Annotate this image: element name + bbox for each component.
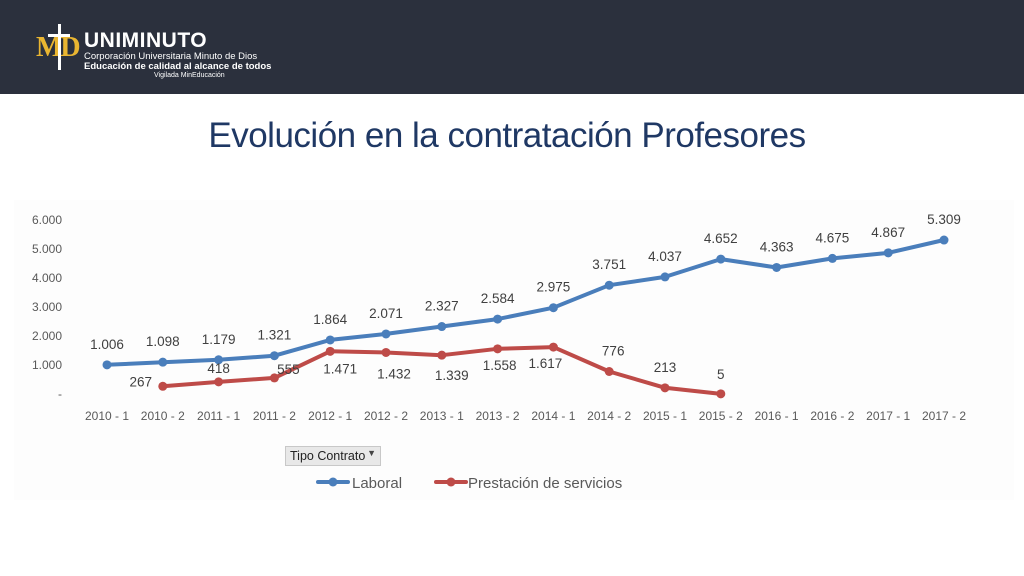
logo-vigilada: Vigilada MinEducación [154,72,225,79]
data-point-prestacion [158,381,168,391]
y-tick-label: 6.000 [32,213,62,227]
data-label-laboral: 4.037 [648,249,682,264]
x-tick-label: 2015 - 2 [699,409,743,423]
data-point-prestacion [716,389,726,399]
y-tick-label: 4.000 [32,271,62,285]
data-point-laboral [939,235,949,245]
data-label-laboral: 1.006 [90,337,124,352]
x-tick-label: 2011 - 1 [197,409,240,423]
data-point-prestacion [604,366,614,376]
data-label-laboral: 5.309 [927,212,961,227]
x-tick-label: 2014 - 2 [587,409,631,423]
uniminuto-logo: MD UNIMINUTO Corporación Universitaria M… [36,24,296,80]
data-label-prestacion: 1.471 [323,361,357,376]
x-tick-label: 2012 - 2 [364,409,408,423]
data-point-laboral [493,314,503,324]
data-point-laboral [269,351,279,361]
data-label-laboral: 2.071 [369,306,403,321]
legend-marker-laboral [328,477,338,487]
data-point-prestacion [548,342,558,352]
dropdown-arrow-icon: ▼ [367,448,376,458]
y-tick-label: 5.000 [32,242,62,256]
y-tick-label: 2.000 [32,329,62,343]
x-tick-label: 2011 - 2 [253,409,296,423]
data-label-laboral: 2.327 [425,299,459,314]
x-tick-label: 2015 - 1 [643,409,687,423]
page-title: Evolución en la contratación Profesores [208,116,806,155]
y-tick-label: - [58,387,62,401]
data-label-laboral: 4.363 [760,239,794,254]
x-tick-label: 2010 - 1 [85,409,129,423]
series-line-laboral [105,238,946,367]
data-label-prestacion: 418 [207,361,230,376]
data-label-laboral: 4.652 [704,231,738,246]
x-tick-label: 2010 - 2 [141,409,185,423]
data-point-prestacion [437,350,447,360]
data-point-laboral [604,280,614,290]
x-tick-label: 2017 - 2 [922,409,966,423]
logo-cross-bar-icon [48,34,70,37]
data-point-laboral [381,329,391,339]
data-point-laboral [437,322,447,332]
data-label-prestacion: 267 [130,374,153,389]
x-tick-label: 2017 - 1 [866,409,910,423]
data-point-laboral [772,262,782,272]
x-tick-label: 2013 - 2 [476,409,520,423]
data-label-laboral: 1.098 [146,334,180,349]
data-point-prestacion [660,383,670,393]
header-bar: MD UNIMINUTO Corporación Universitaria M… [0,0,1024,94]
data-point-prestacion [493,344,503,354]
data-label-prestacion: 776 [602,343,625,358]
data-point-laboral [548,303,558,313]
logo-subtitle: Corporación Universitaria Minuto de Dios [84,51,258,62]
logo-slogan: Educación de calidad al alcance de todos [84,61,272,72]
data-point-prestacion [381,347,391,357]
data-label-laboral: 1.321 [258,328,292,343]
data-point-laboral [158,357,168,367]
legend-label-prestacion: Prestación de servicios [468,475,622,492]
data-point-laboral [883,248,893,258]
legend-label-laboral: Laboral [352,475,402,492]
filter-label: Tipo Contrato [290,449,366,463]
data-point-laboral [325,335,335,345]
data-label-prestacion: 555 [277,362,300,377]
data-point-prestacion [214,377,224,387]
data-label-prestacion: 213 [654,360,677,375]
data-point-laboral [827,253,837,263]
legend-marker-prestacion [446,477,456,487]
x-tick-label: 2013 - 1 [420,409,464,423]
data-label-prestacion: 1.432 [377,366,411,381]
y-tick-label: 1.000 [32,358,62,372]
x-tick-label: 2016 - 1 [755,409,799,423]
data-point-prestacion [269,373,279,383]
data-point-prestacion [325,346,335,356]
tipo-contrato-filter-button[interactable]: Tipo Contrato ▼ [285,446,381,466]
x-tick-label: 2012 - 1 [308,409,352,423]
data-point-laboral [102,360,112,370]
y-tick-label: 3.000 [32,300,62,314]
x-tick-label: 2016 - 2 [810,409,854,423]
data-label-laboral: 4.867 [871,225,905,240]
data-point-laboral [214,355,224,365]
data-label-laboral: 1.179 [202,332,236,347]
data-label-prestacion: 5 [717,367,725,382]
x-tick-label: 2014 - 1 [531,409,575,423]
data-point-laboral [660,272,670,282]
logo-name: UNIMINUTO [84,29,208,52]
data-point-laboral [716,254,726,264]
data-label-laboral: 2.584 [481,291,515,306]
logo-cross-icon [58,24,61,70]
data-label-prestacion: 1.558 [483,358,517,373]
data-label-laboral: 3.751 [592,257,626,272]
data-label-laboral: 2.975 [537,280,571,295]
data-label-laboral: 1.864 [313,312,347,327]
data-label-prestacion: 1.617 [529,356,563,371]
data-label-laboral: 4.675 [816,230,850,245]
data-label-prestacion: 1.339 [435,368,469,383]
